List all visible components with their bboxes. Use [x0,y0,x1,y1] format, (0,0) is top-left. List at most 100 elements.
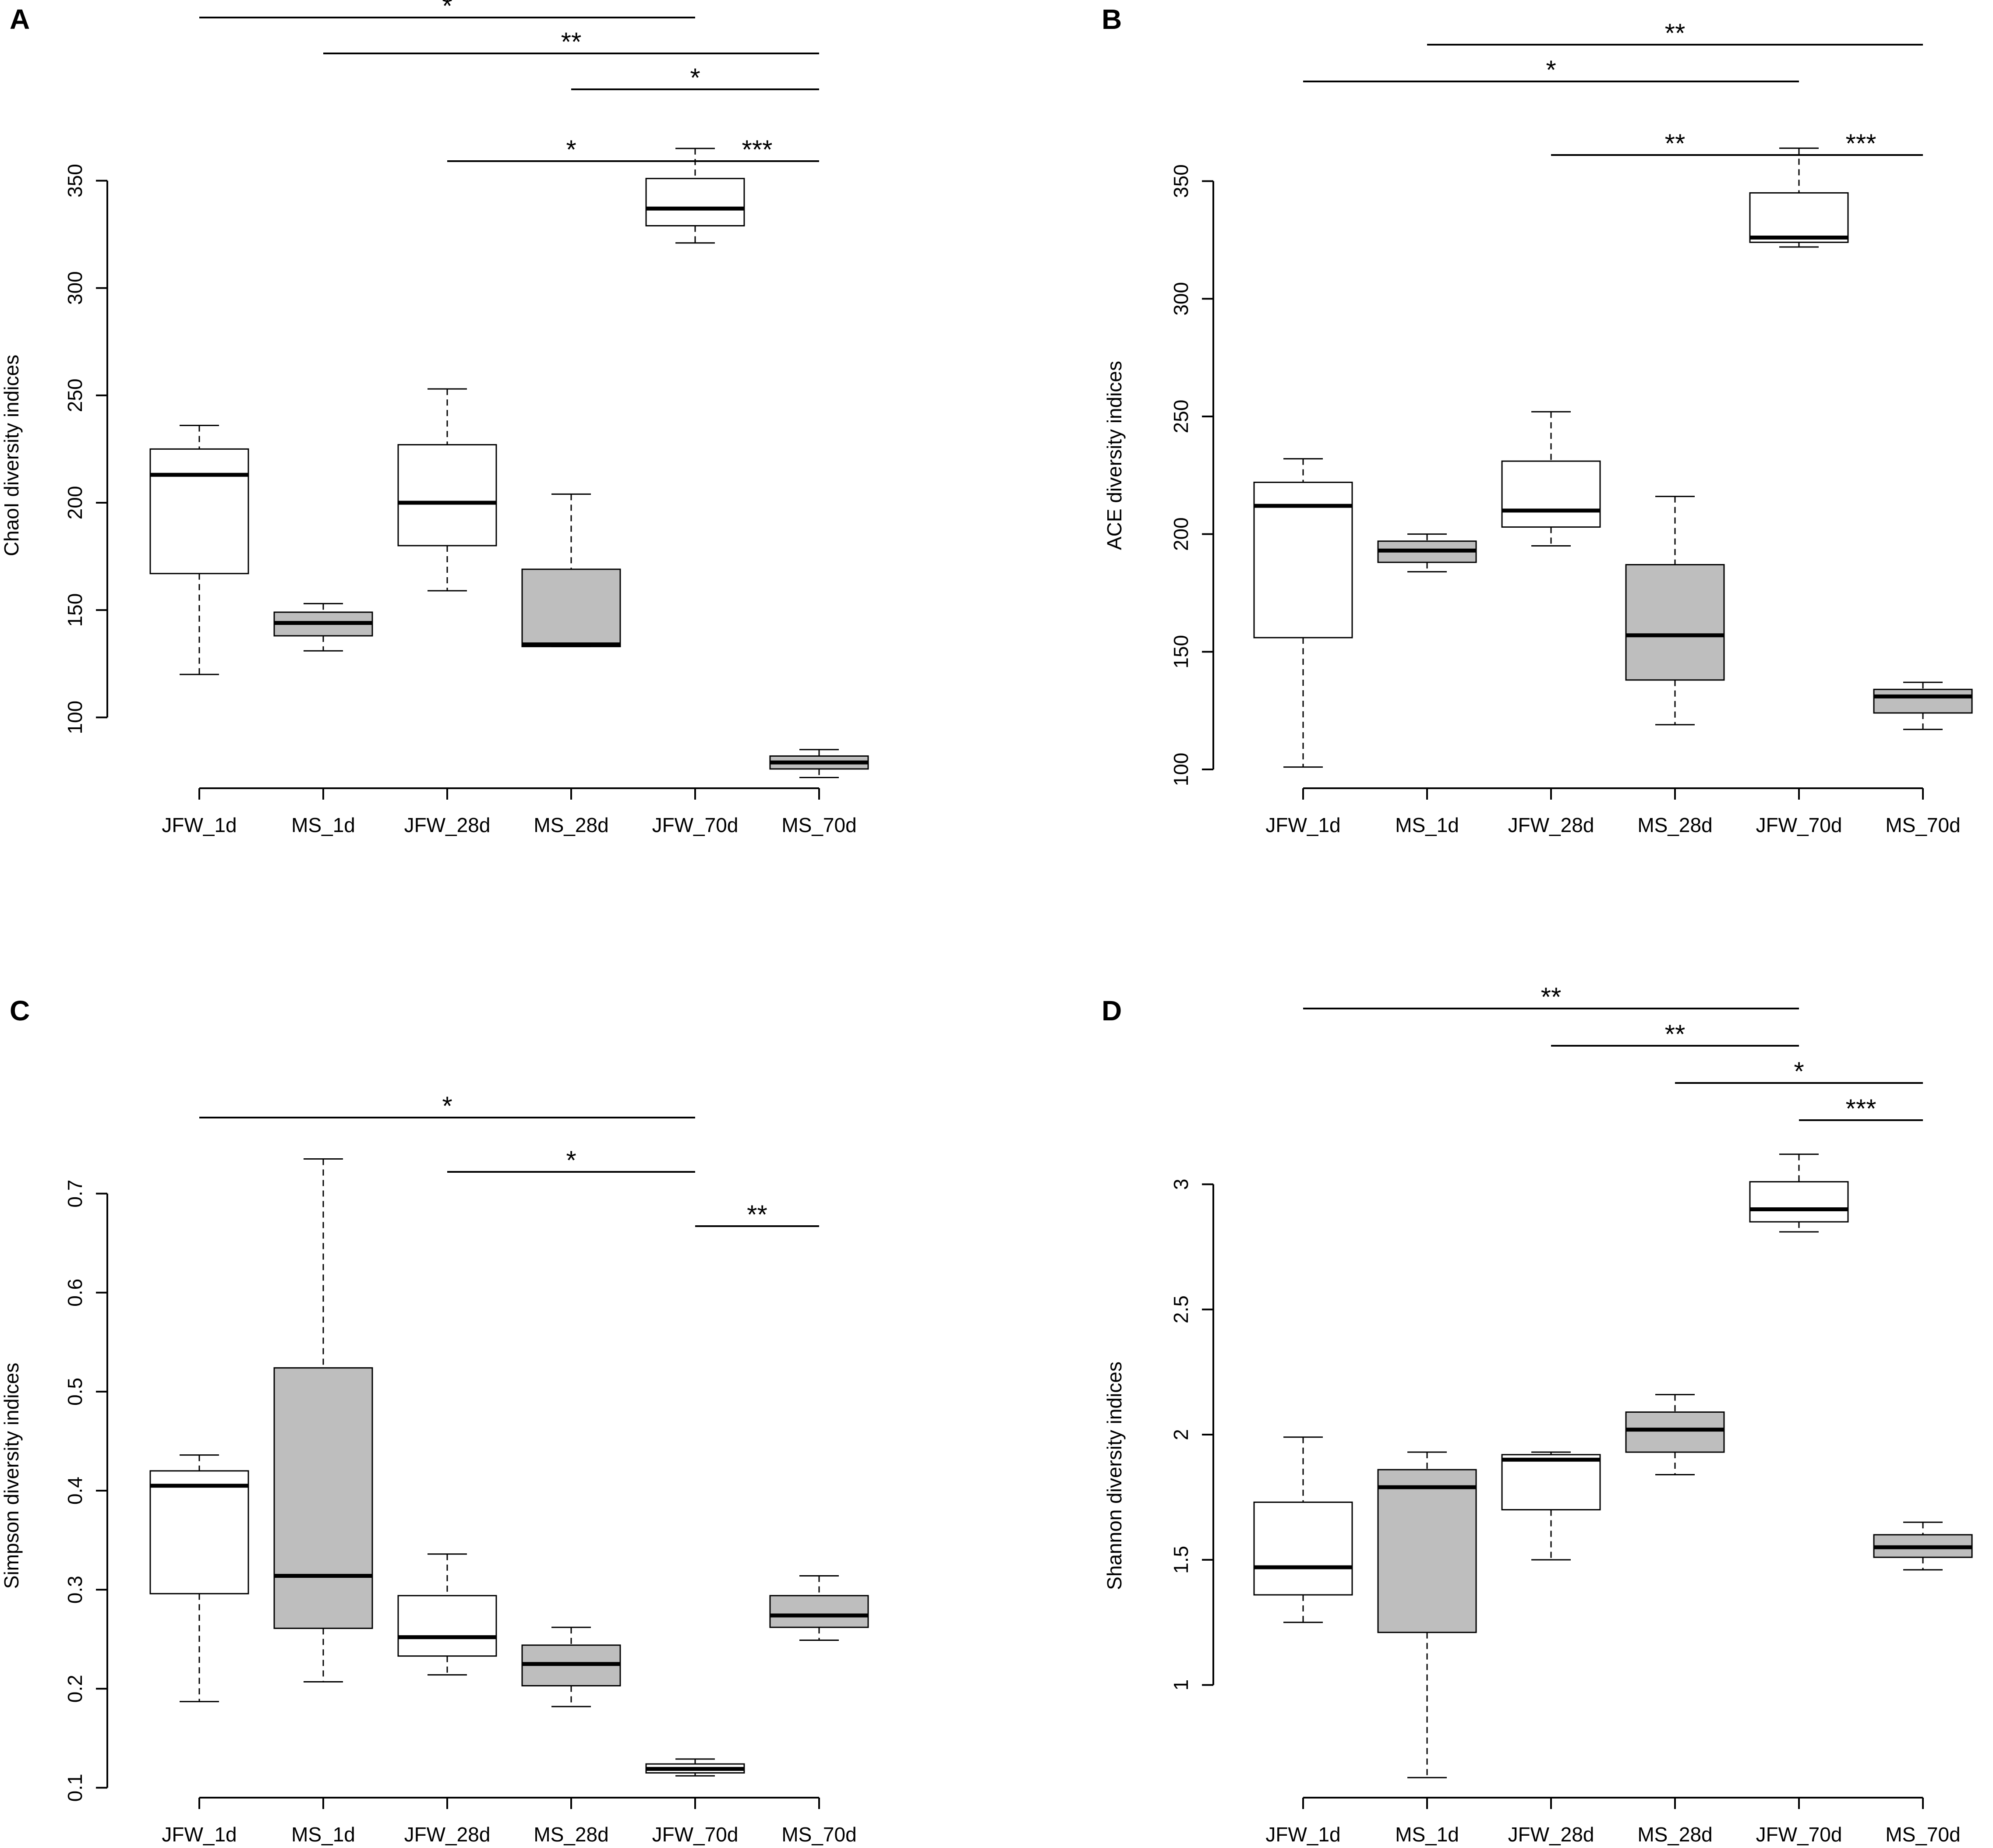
panel-c-x-tick-label-4: JFW_70d [652,1823,739,1846]
panel-c-y-tick-label-2: 0.3 [64,1576,86,1604]
panel-c-y-tick-label-0: 0.1 [64,1774,86,1802]
panel-c-plot: 0.1 0.2 0.3 0.4 0.5 0.6 0.7 JFW_1d MS_1d JFW_28d M… [64,1091,869,1846]
panel-d-x-tick-label-3: MS_28d [1637,1823,1712,1846]
panel-c-x-tick-label-2: JFW_28d [404,1823,491,1846]
panel-b-y-tick-label-4: 300 [1170,282,1192,316]
panel-c-x-tick-label-1: MS_1d [291,1823,355,1846]
panel-b-sig-label-1: * [1546,55,1556,85]
panel-b-box-2-iqr [1501,460,1601,528]
panel-a-label: A [10,4,30,35]
panel-a-x-tick-label-3: MS_28d [534,814,608,836]
panel-b-label: B [1102,4,1122,35]
panel-b-box-1 [1377,533,1477,573]
panel-a-box-4-iqr [645,178,745,227]
panel-c-box-3 [521,1626,621,1707]
panel-d-sig-label-0: ** [1541,982,1562,1012]
panel-a-x-tick-label-5: MS_70d [781,814,856,836]
panel-a-x-tick-label-4: JFW_70d [652,814,739,836]
panel-c-y-tick-label-6: 0.7 [64,1180,86,1208]
panel-c-sig-label-2: ** [747,1200,767,1229]
panel-b-y-tick-label-2: 200 [1170,517,1192,551]
panel-a-y-axis-title: ChaoI diversity indices [0,355,23,556]
panel-a-box-0-iqr [149,448,249,575]
panel-d-sig-label-3: *** [1845,1094,1876,1123]
panel-b-y-tick-label-3: 250 [1170,400,1192,434]
panel-a-box-3-iqr [521,568,621,647]
panel-c-y-tick-label-4: 0.5 [64,1378,86,1406]
panel-a-y-tick-label-4: 300 [64,271,86,305]
panel-d-y-tick-label-0: 1 [1170,1679,1192,1691]
panel-d-y-tick-label-3: 2.5 [1170,1295,1192,1323]
panel-c-box-0 [149,1454,249,1703]
panel-d-sig-label-2: * [1794,1057,1804,1086]
panel-b-sig-label-3: *** [1845,129,1876,158]
panel-b-y-tick-label-5: 350 [1170,164,1192,198]
panel-b-y-tick-label-0: 100 [1170,753,1192,786]
panel-d-plot: 1 1.5 2 2.5 3 JFW_1d MS_1d JFW_28d MS_28d JFW_70d… [1170,982,1973,1846]
panel-d-box-1 [1377,1451,1477,1778]
panel-b-y-tick-label-1: 150 [1170,635,1192,669]
panel-c-box-2-iqr [397,1595,497,1657]
panel-c-x-tick-label-3: MS_28d [534,1823,608,1846]
panel-c-y-tick-label-5: 0.6 [64,1279,86,1307]
panel-b-sig-label-2: ** [1665,129,1686,158]
panel-b-box-3-iqr [1625,564,1725,681]
panel-a-box-5 [769,749,869,778]
panel-c-x-tick-label-0: JFW_1d [162,1823,237,1846]
panel-c-box-1-iqr [273,1367,373,1629]
panel-a-y-tick-label-0: 100 [64,701,86,734]
panel-d-box-3-iqr [1625,1411,1725,1453]
panel-b: B ACE diversity indices 100 150 200 250 300 3… [1102,4,1973,836]
panel-b-box-2 [1501,411,1601,547]
panel-d-box-4 [1749,1153,1849,1233]
panel-d-box-0 [1253,1436,1353,1623]
panel-d-x-tick-label-5: MS_70d [1885,1823,1960,1846]
panel-a-box-3 [521,493,621,647]
panel-b-plot: 100 150 200 250 300 350 JFW_1d MS_1d JFW_28d MS_2… [1170,18,1973,836]
panel-b-box-4-iqr [1749,192,1849,243]
panel-d-box-1-iqr [1377,1469,1477,1633]
panel-d-label: D [1102,995,1122,1026]
panel-b-x-tick-label-1: MS_1d [1395,814,1459,836]
panel-a-box-4 [645,148,745,244]
panel-d-y-axis-title: Shannon diversity indices [1103,1361,1126,1590]
panel-c-y-tick-label-3: 0.4 [64,1477,86,1505]
panel-a-y-tick-label-2: 200 [64,486,86,520]
panel-b-x-tick-label-5: MS_70d [1885,814,1960,836]
panel-d-y-tick-label-2: 2 [1170,1429,1192,1440]
panel-c-box-1 [273,1158,373,1682]
panel-c-box-4 [645,1758,745,1777]
panel-c-box-5-iqr [769,1595,869,1628]
panel-d-box-3 [1625,1394,1725,1476]
panel-c-sig-label-0: * [442,1091,452,1121]
panel-b-x-tick-label-3: MS_28d [1637,814,1712,836]
panel-a-y-tick-label-5: 350 [64,164,86,197]
panel-b-box-3 [1625,496,1725,726]
panel-b-x-tick-label-0: JFW_1d [1265,814,1340,836]
panel-d-box-0-iqr [1253,1501,1353,1596]
panel-a-box-0 [149,424,249,675]
panel-c: C Simpson diversity indices 0.1 0.2 0.3 0.4… [0,995,869,1846]
panel-a-sig-label-4: *** [742,135,772,164]
panel-a-x-tick-label-1: MS_1d [291,814,355,836]
panel-d-x-tick-label-2: JFW_28d [1508,1823,1594,1846]
panel-a-y-tick-label-3: 250 [64,378,86,412]
panel-d-x-tick-label-4: JFW_70d [1756,1823,1842,1846]
panel-d-y-tick-label-4: 3 [1170,1179,1192,1190]
panel-b-y-axis-title: ACE diversity indices [1103,361,1126,550]
panel-a-box-1 [273,603,373,652]
panel-b-x-tick-label-4: JFW_70d [1756,814,1842,836]
panel-c-box-0-iqr [149,1470,249,1594]
panel-d-box-2-iqr [1501,1454,1601,1511]
panel-d-x-tick-label-0: JFW_1d [1265,1823,1340,1846]
panel-b-box-4 [1749,147,1849,248]
panel-a-x-tick-label-2: JFW_28d [404,814,491,836]
panel-b-box-5 [1873,681,1973,730]
panel-c-y-axis-title: Simpson diversity indices [0,1363,23,1589]
panel-a-plot: 100 150 200 250 300 350 JFW_1d MS_1d JFW_28d MS_2… [64,0,869,836]
panel-c-box-2 [397,1553,497,1676]
panel-b-box-0 [1253,458,1353,768]
panel-d-box-2 [1501,1451,1601,1561]
panel-b-sig-label-0: ** [1665,18,1686,48]
